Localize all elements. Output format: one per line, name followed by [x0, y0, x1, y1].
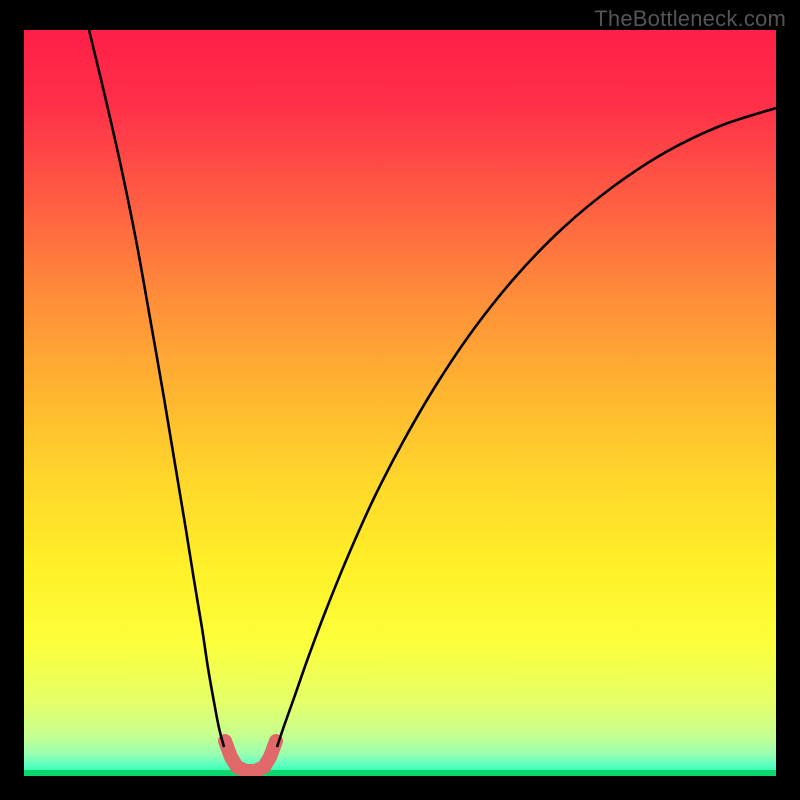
watermark-text: TheBottleneck.com: [594, 6, 786, 32]
chart-svg: [24, 30, 776, 776]
curve-left: [89, 30, 224, 747]
curve-right: [277, 108, 776, 747]
chart-plot-area: [24, 30, 776, 776]
trough-highlight: [225, 741, 276, 771]
